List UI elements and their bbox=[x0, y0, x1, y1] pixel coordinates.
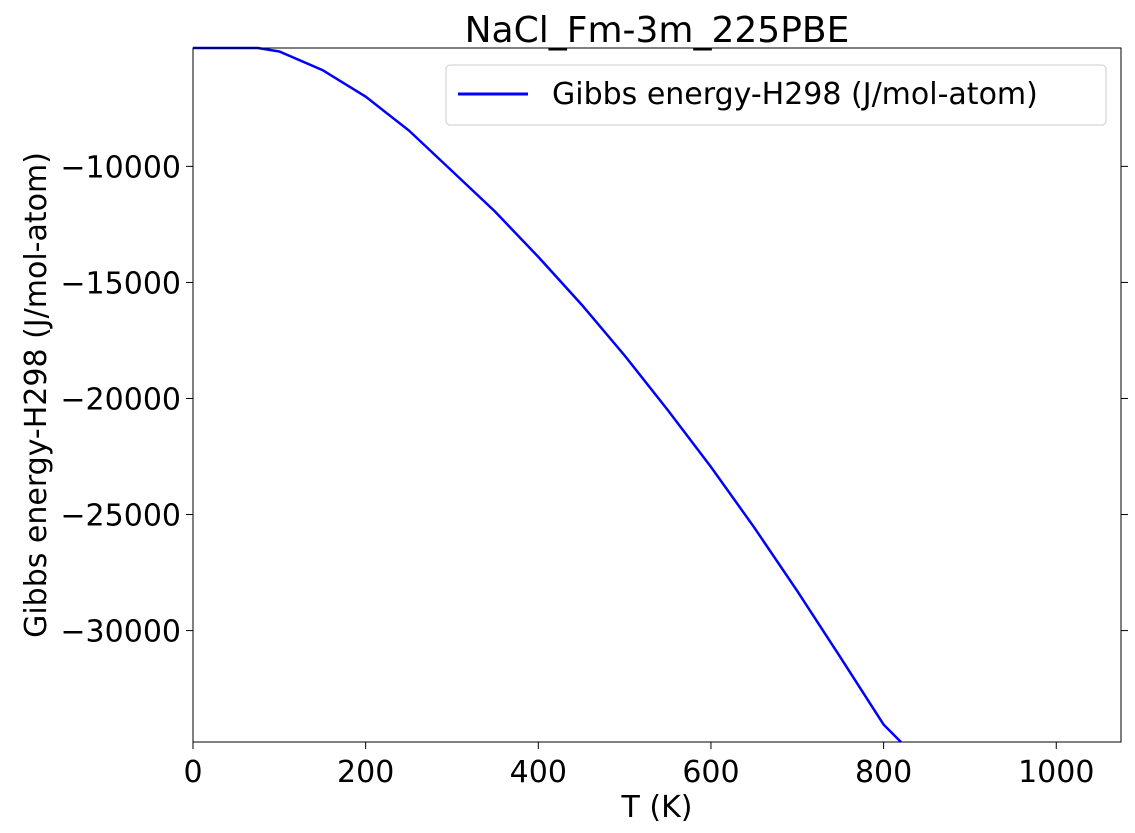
y-tick-label: −15000 bbox=[60, 266, 181, 301]
x-tick-label: 400 bbox=[510, 755, 567, 790]
x-tick-label: 800 bbox=[855, 755, 912, 790]
x-axis: 0 200 400 600 800 1000 bbox=[183, 742, 1094, 790]
series-layer bbox=[193, 46, 902, 743]
legend: Gibbs energy-H298 (J/mol-atom) bbox=[445, 64, 1107, 126]
plot-frame bbox=[192, 47, 1122, 743]
x-tick-label: 0 bbox=[183, 755, 202, 790]
y-tick-label: −20000 bbox=[60, 382, 181, 417]
y-axis-label: Gibbs energy-H298 (J/mol-atom) bbox=[19, 152, 54, 638]
legend-label: Gibbs energy-H298 (J/mol-atom) bbox=[552, 77, 1038, 112]
y-tick-label: −25000 bbox=[60, 499, 181, 534]
x-tick-label: 200 bbox=[337, 755, 394, 790]
series-line-0 bbox=[193, 46, 902, 743]
y-tick-label: −30000 bbox=[60, 615, 181, 650]
x-tick-label: 600 bbox=[682, 755, 739, 790]
chart-title: NaCl_Fm-3m_225PBE bbox=[465, 10, 850, 51]
y-tick-label: −10000 bbox=[60, 150, 181, 185]
x-tick-label: 1000 bbox=[1018, 755, 1094, 790]
legend-box bbox=[445, 64, 1107, 126]
y-axis: −10000 −15000 −20000 −25000 −30000 bbox=[60, 150, 1128, 650]
x-axis-label: T (K) bbox=[621, 790, 693, 825]
